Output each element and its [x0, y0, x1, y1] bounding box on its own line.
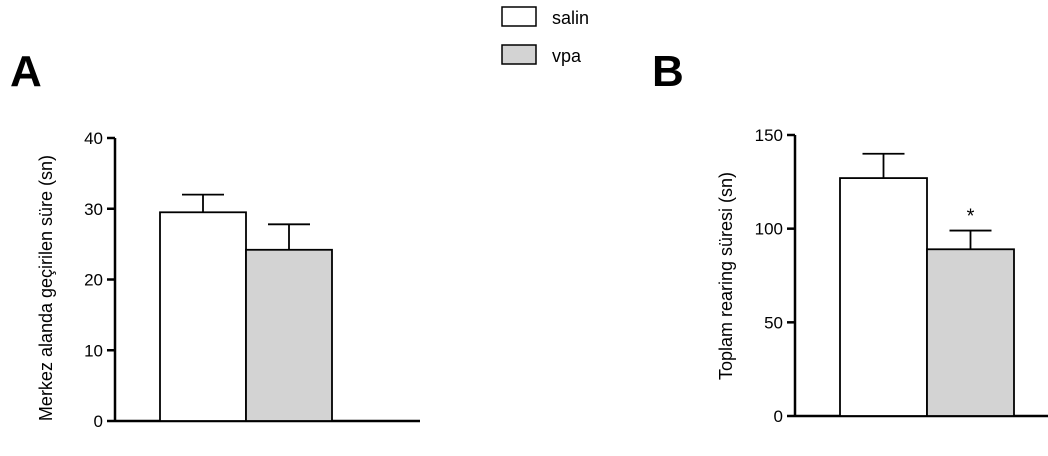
panel-a: A Merkez alanda geçirilen süre (sn) 0 10 2… [10, 47, 420, 431]
panel-a-y-axis-title: Merkez alanda geçirilen süre (sn) [36, 155, 56, 421]
panel-a-letter: A [10, 47, 42, 96]
y-tick-label: 30 [84, 200, 103, 219]
y-tick-label: 100 [755, 220, 783, 239]
significance-marker: * [967, 206, 975, 228]
legend-label-salin: salin [552, 8, 589, 28]
y-tick-label: 20 [84, 271, 103, 290]
panel-b-bars: * [840, 154, 1014, 416]
y-tick-label: 10 [84, 341, 103, 360]
panel-b-letter: B [652, 47, 684, 96]
y-tick-label: 0 [774, 407, 783, 426]
bar-vpa [246, 250, 332, 421]
legend: salin vpa [502, 7, 589, 66]
bar-vpa [927, 249, 1014, 416]
y-tick-label: 50 [764, 313, 783, 332]
panel-a-bars [160, 195, 332, 421]
legend-label-vpa: vpa [552, 46, 582, 66]
y-tick-label: 150 [755, 126, 783, 145]
legend-swatch-salin [502, 7, 536, 26]
panel-b: B Toplam rearing süresi (sn) 0 50 100 150 * [652, 47, 1048, 426]
y-tick-label: 40 [84, 129, 103, 148]
panel-b-y-axis-title: Toplam rearing süresi (sn) [716, 172, 736, 380]
y-tick-label: 0 [94, 412, 103, 431]
bar-salin [840, 178, 927, 416]
legend-swatch-vpa [502, 45, 536, 64]
bar-salin [160, 212, 246, 421]
